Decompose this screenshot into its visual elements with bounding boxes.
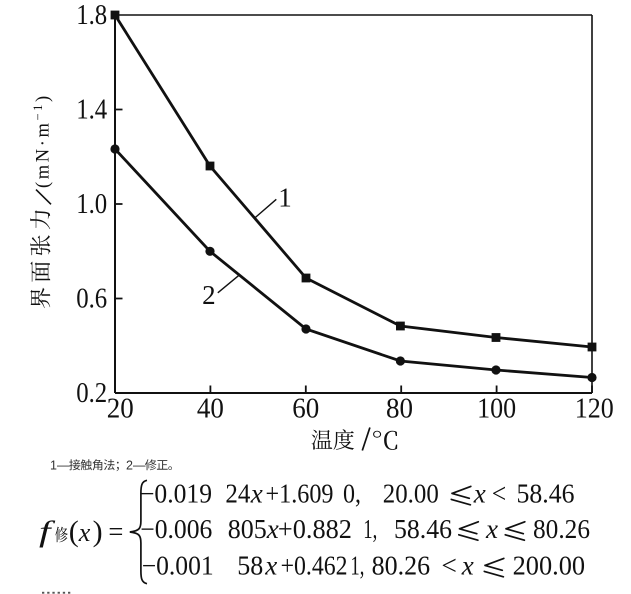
svg-text:0.6: 0.6	[76, 283, 107, 314]
svg-text:100: 100	[477, 393, 516, 424]
svg-text:1.0: 1.0	[76, 189, 107, 220]
svg-text:20.00: 20.00	[383, 478, 439, 508]
svg-text:<: <	[492, 478, 507, 508]
svg-text:(: (	[69, 515, 79, 548]
svg-text:−0.006: −0.006	[140, 514, 212, 544]
svg-text:1: 1	[278, 183, 292, 213]
svg-text:−0.001: −0.001	[142, 550, 214, 580]
svg-text:805: 805	[228, 514, 267, 544]
svg-text:x: x	[473, 478, 486, 508]
svg-text:0,: 0,	[343, 478, 361, 508]
svg-text:+0.882: +0.882	[278, 514, 352, 544]
svg-text:1,: 1,	[363, 514, 377, 544]
svg-text:58.46: 58.46	[394, 514, 452, 544]
svg-text:1.4: 1.4	[76, 94, 107, 125]
svg-text:2—: 2—	[126, 458, 146, 472]
svg-text:80: 80	[386, 393, 413, 424]
svg-text:24: 24	[225, 478, 250, 508]
svg-text:+1.609: +1.609	[266, 478, 334, 508]
svg-text:x: x	[250, 478, 263, 508]
svg-text:x: x	[264, 550, 277, 580]
svg-text:x: x	[78, 518, 91, 547]
svg-text:+0.462: +0.462	[281, 550, 348, 580]
svg-text:1—: 1—	[50, 458, 70, 472]
svg-text:58: 58	[237, 550, 263, 580]
svg-text:0.2: 0.2	[76, 378, 107, 409]
svg-text:120: 120	[575, 393, 614, 424]
svg-text:x: x	[461, 550, 474, 580]
svg-text:80.26: 80.26	[372, 550, 431, 580]
svg-text:1,: 1,	[350, 550, 364, 580]
svg-text:20: 20	[107, 393, 134, 424]
svg-text:x: x	[485, 514, 498, 544]
svg-text:80.26: 80.26	[533, 514, 590, 544]
svg-text:x: x	[266, 514, 279, 544]
svg-text:1.8: 1.8	[76, 0, 107, 31]
svg-text:−0.019: −0.019	[140, 478, 212, 508]
svg-text:=: =	[108, 517, 123, 548]
svg-text:): )	[93, 515, 103, 548]
svg-text:40: 40	[197, 393, 224, 424]
svg-text:<: <	[441, 550, 457, 580]
svg-text:58.46: 58.46	[517, 478, 575, 508]
svg-text:60: 60	[292, 393, 319, 424]
svg-text:2: 2	[202, 280, 216, 310]
svg-text:200.00: 200.00	[513, 550, 586, 580]
